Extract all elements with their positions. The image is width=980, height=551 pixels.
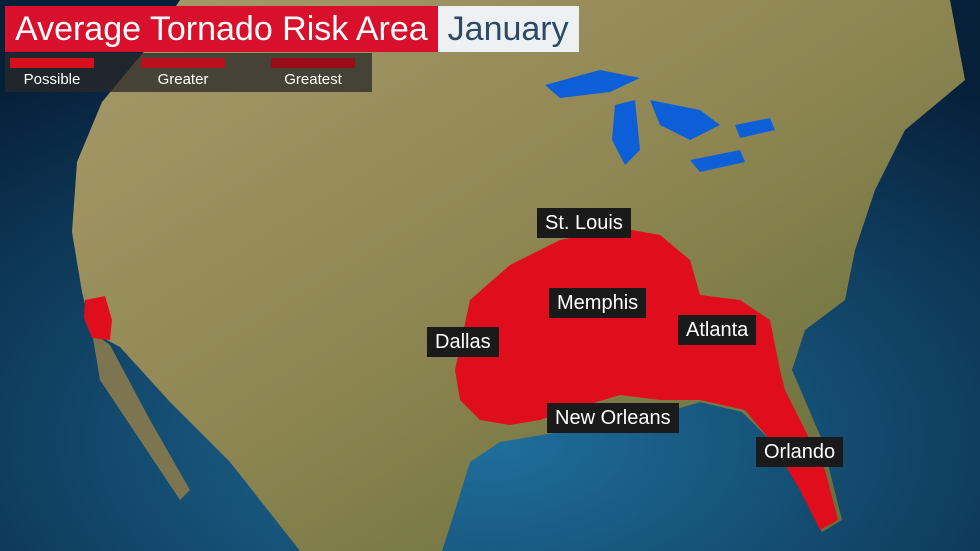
city-label-dallas: Dallas [427,327,499,357]
baja-peninsula [92,332,190,500]
city-label-new-orleans: New Orleans [547,403,679,433]
month-label: January [437,6,579,52]
legend-swatch [10,58,94,68]
city-label-orlando: Orlando [756,437,844,467]
great-lakes [545,70,775,172]
legend: Possible Greater Greatest [5,53,372,92]
map-title: Average Tornado Risk Area [5,6,438,52]
legend-item-greatest: Greatest [271,58,355,88]
risk-area-southern-california [84,296,112,340]
legend-swatch [141,58,225,68]
legend-item-greater: Greater [141,58,225,88]
legend-item-possible: Possible [10,58,94,88]
legend-label: Greater [157,71,209,88]
city-label-atlanta: Atlanta [678,315,757,345]
city-label-st-louis: St. Louis [537,208,631,238]
map-title-bar: Average Tornado Risk Area January [5,6,579,52]
legend-swatch [271,58,355,68]
legend-label: Possible [23,71,81,88]
city-label-memphis: Memphis [549,288,647,318]
legend-label: Greatest [284,71,342,88]
